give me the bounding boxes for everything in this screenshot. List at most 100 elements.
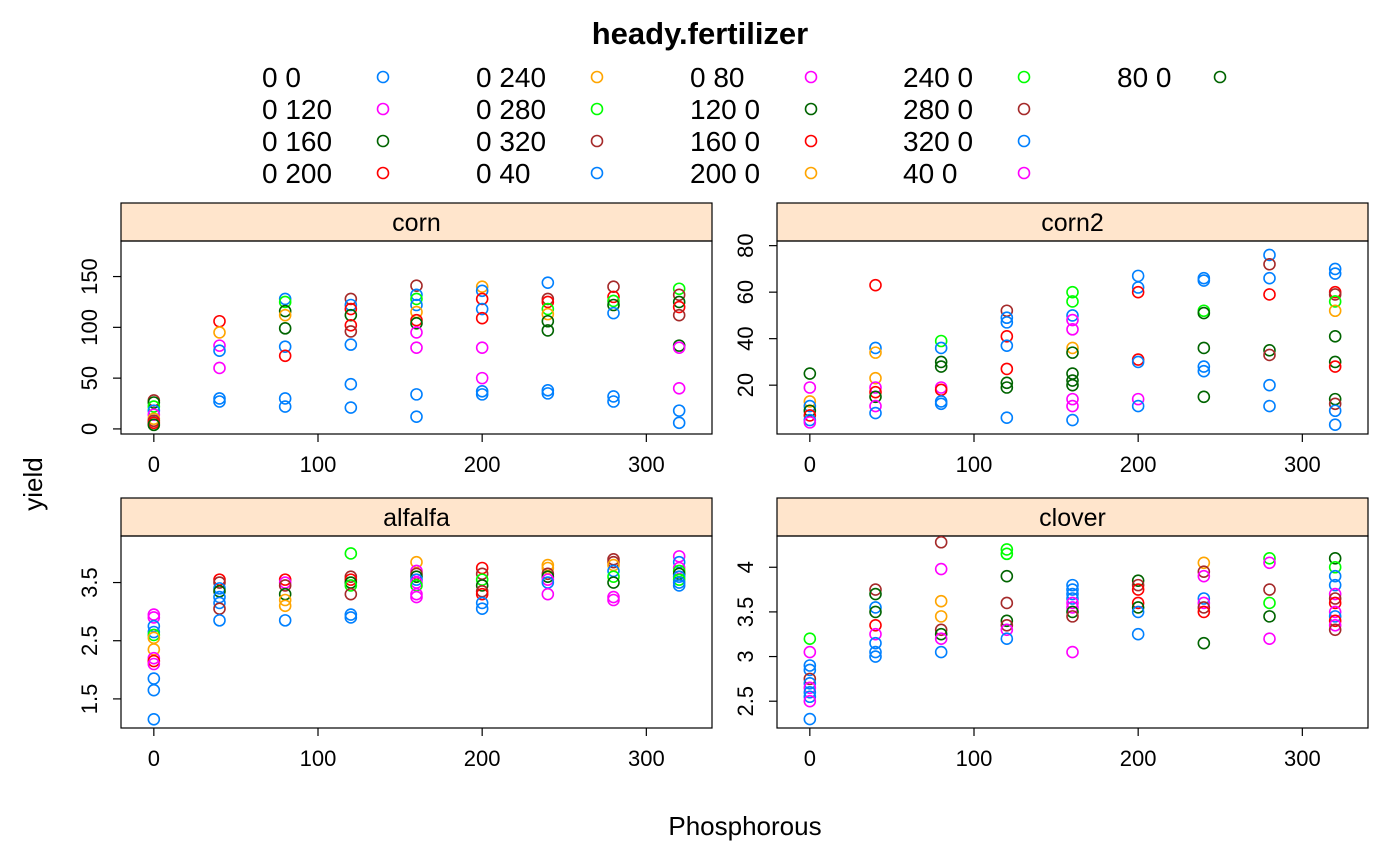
x-tick-label: 300: [1284, 452, 1321, 477]
legend-symbol: [804, 102, 818, 116]
data-point: [803, 677, 817, 690]
data-point: [803, 694, 817, 708]
data-point: [934, 623, 948, 637]
data-point: [1328, 569, 1342, 583]
data-point: [1131, 574, 1145, 587]
data-point: [1000, 339, 1014, 352]
data-point: [1066, 323, 1079, 336]
data-point: [803, 399, 817, 413]
data-point: [278, 579, 292, 592]
data-point: [213, 361, 226, 375]
data-point: [1328, 288, 1342, 301]
y-tick-label: 2.5: [77, 625, 102, 656]
data-point: [278, 593, 292, 607]
data-point: [1131, 578, 1145, 592]
data-point: [607, 306, 620, 320]
data-point: [607, 395, 620, 408]
data-point: [213, 614, 226, 627]
data-point: [1328, 304, 1342, 318]
data-point: [934, 632, 948, 645]
data-point: [475, 388, 489, 401]
data-point: [1131, 605, 1145, 619]
y-tick-label: 4: [733, 561, 758, 573]
legend-symbol: [376, 134, 390, 148]
data-point: [803, 416, 817, 429]
data-point: [541, 387, 555, 400]
data-point: [1000, 376, 1014, 390]
x-tick-label: 300: [628, 746, 665, 771]
x-tick-label: 300: [628, 452, 665, 477]
data-point: [1000, 614, 1014, 628]
data-point: [1066, 313, 1079, 327]
points: [147, 547, 686, 726]
x-axis-title: Phosphorous: [668, 811, 821, 841]
data-point: [1131, 269, 1145, 283]
data-point: [803, 663, 817, 677]
data-point: [869, 645, 882, 659]
chart-title: heady.fertilizer: [592, 16, 809, 51]
data-point: [869, 399, 882, 413]
data-point: [1000, 316, 1014, 329]
data-point: [1197, 341, 1211, 355]
data-point: [672, 308, 686, 322]
data-point: [1197, 556, 1211, 570]
panel-strip-label: corn: [392, 209, 441, 237]
data-point: [410, 298, 423, 312]
data-point: [1328, 295, 1342, 308]
data-point: [1328, 262, 1342, 276]
data-point: [278, 400, 292, 413]
data-point: [803, 409, 817, 422]
legend-symbol: [804, 166, 818, 180]
data-point: [1066, 378, 1079, 392]
data-point: [1066, 601, 1079, 614]
data-point: [147, 408, 161, 422]
data-point: [1263, 248, 1276, 262]
data-point: [344, 292, 358, 306]
data-point: [1328, 596, 1342, 610]
x-tick-label: 0: [804, 452, 816, 477]
x-tick-label: 200: [464, 746, 501, 771]
data-point: [278, 308, 292, 322]
data-point: [1328, 619, 1342, 632]
data-point: [410, 326, 423, 339]
data-point: [147, 683, 161, 697]
data-point: [213, 596, 226, 610]
data-point: [803, 659, 817, 672]
data-point: [803, 690, 817, 704]
data-point: [344, 338, 358, 351]
data-point: [278, 340, 292, 353]
data-point: [278, 614, 292, 627]
data-point: [672, 288, 686, 302]
data-point: [213, 395, 226, 408]
data-point: [541, 302, 555, 316]
x-tick-label: 300: [1284, 746, 1321, 771]
data-point: [1197, 565, 1211, 579]
data-point: [934, 334, 948, 348]
data-point: [475, 284, 489, 298]
data-point: [1263, 257, 1276, 271]
y-tick-label: 50: [77, 366, 102, 390]
data-point: [607, 390, 620, 403]
legend-label: 0 240: [476, 62, 546, 93]
x-tick-label: 0: [148, 746, 160, 771]
legend-label: 160 0: [690, 126, 760, 157]
data-point: [1131, 601, 1145, 614]
data-point: [869, 583, 882, 596]
data-point: [869, 601, 882, 614]
data-point: [1263, 610, 1276, 623]
data-point: [541, 324, 555, 337]
data-point: [803, 681, 817, 695]
x-tick-label: 100: [956, 452, 993, 477]
data-point: [1131, 583, 1145, 596]
data-point: [213, 339, 226, 352]
data-point: [1000, 411, 1014, 425]
legend-label: 80 0: [1117, 62, 1172, 93]
data-point: [1000, 381, 1014, 394]
data-point: [607, 294, 620, 308]
data-point: [1328, 605, 1342, 619]
data-point: [344, 547, 358, 560]
data-point: [1328, 404, 1342, 418]
data-point: [344, 302, 358, 316]
data-point: [1066, 341, 1079, 355]
data-point: [344, 401, 358, 414]
